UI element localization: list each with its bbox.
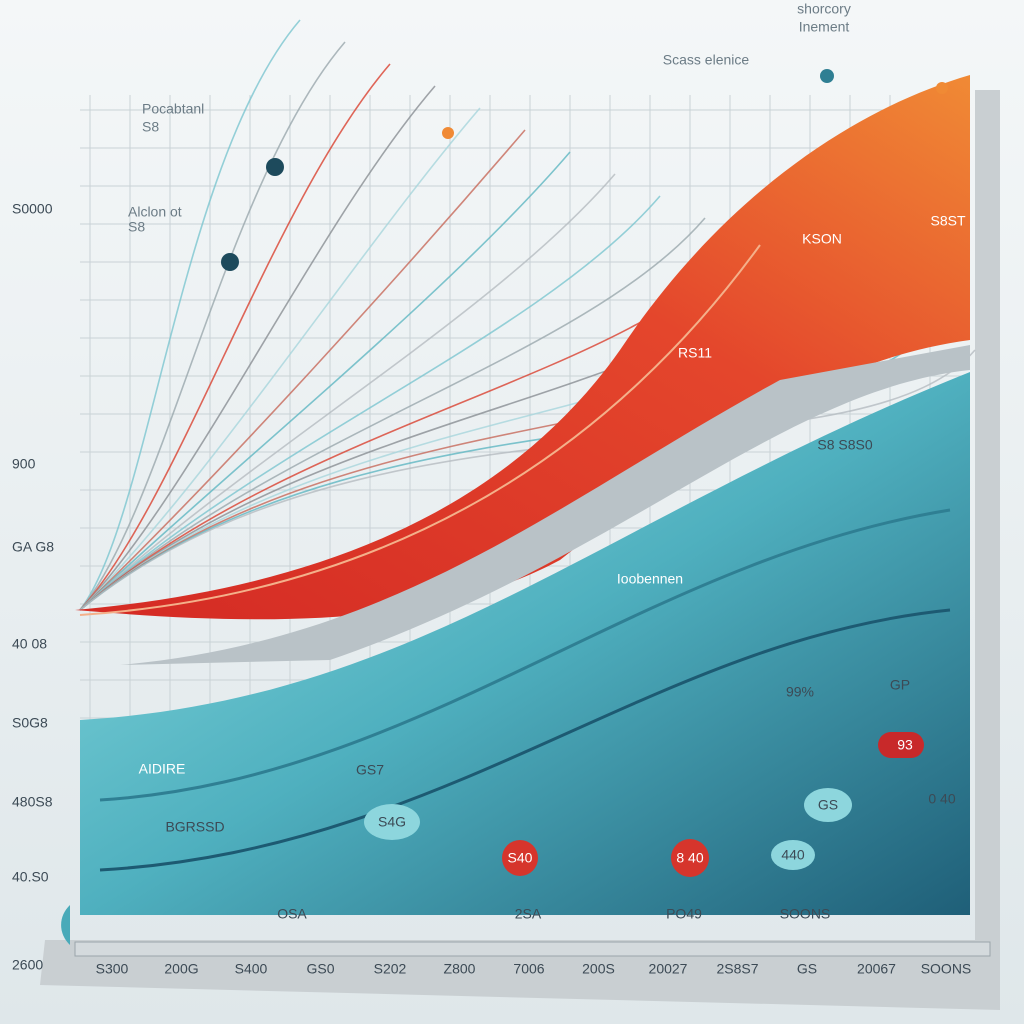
bottom-label: 200G <box>164 961 198 977</box>
band-label: KSON <box>802 231 842 247</box>
bottom-label: GS0 <box>306 961 334 977</box>
trend-curve <box>79 107 481 611</box>
axis-label: OSA <box>277 906 307 922</box>
teal-pill <box>804 788 852 822</box>
axis-label: SOONS <box>780 906 831 922</box>
band-label: S4G <box>378 814 406 830</box>
left-label: 900 <box>12 456 36 472</box>
axis-label: PO49 <box>666 906 702 922</box>
trend-curve <box>79 173 616 611</box>
trend-curve <box>79 217 706 611</box>
bottom-label: Z800 <box>444 961 476 977</box>
teal-pill <box>771 840 815 870</box>
bottom-label: 20027 <box>649 961 688 977</box>
caption: Scass elenice <box>663 52 750 68</box>
band-label: S40 <box>508 850 533 866</box>
trend-curve <box>79 19 301 611</box>
trend-curve <box>79 41 346 611</box>
band-label: 93 <box>897 737 913 753</box>
bottom-label: 200S <box>582 961 615 977</box>
side-note: S8 <box>128 219 145 235</box>
left-label: 480S8 <box>12 794 53 810</box>
dot <box>820 69 834 83</box>
left-label: S0G8 <box>12 715 48 731</box>
band-label: RS11 <box>678 345 712 361</box>
teal-line <box>99 608 951 872</box>
red-pill <box>671 839 709 877</box>
band-label: GS <box>818 797 838 813</box>
bottom-label: GS <box>797 961 817 977</box>
dot <box>221 253 239 271</box>
band-label: 8 40 <box>676 850 703 866</box>
bottom-labels: S300 200G S400 GS0 S202 Z800 7006 200S 20027 2S8S… <box>96 961 972 977</box>
bottom-label: 20067 <box>857 961 896 977</box>
red-pill <box>502 840 538 876</box>
bottom-label: 2S8S7 <box>716 961 758 977</box>
trend-curve <box>79 85 436 611</box>
band-label: S8 S8S0 <box>817 437 872 453</box>
dot <box>936 82 948 94</box>
subtitle: Inement <box>799 19 850 35</box>
trend-curve <box>79 151 571 611</box>
band-label: AIDIRE <box>139 761 186 777</box>
band-label: S8ST <box>930 213 965 229</box>
band-label: 99% <box>786 684 814 700</box>
band-label: 0 40 <box>928 791 955 807</box>
trend-curve <box>79 129 526 611</box>
trend-curve <box>79 63 391 611</box>
bottom-label: 7006 <box>513 961 544 977</box>
left-label: 40 08 <box>12 636 47 652</box>
dot <box>266 158 284 176</box>
x-ruler <box>74 941 991 957</box>
band-label: GP <box>890 677 910 693</box>
side-note: S8 <box>142 119 159 135</box>
left-label: S0000 <box>12 201 53 217</box>
band-label: GS7 <box>356 762 384 778</box>
tab <box>61 905 70 945</box>
bottom-label: SOONS <box>921 961 972 977</box>
left-label: 40.S0 <box>12 869 49 885</box>
side-note: Pocabtanl <box>142 101 204 117</box>
left-label: GA G8 <box>12 539 54 555</box>
trend-curve <box>79 195 661 611</box>
teal-pill <box>364 804 420 840</box>
bottom-label: S300 <box>96 961 129 977</box>
left-label: 2600 <box>12 957 43 973</box>
axis-label: 2SA <box>515 906 542 922</box>
teal-line <box>99 508 951 802</box>
teal-band <box>80 372 970 915</box>
side-note: Alclon ot <box>128 204 182 220</box>
red-band <box>75 75 970 620</box>
red-pill <box>878 732 924 758</box>
band-label: BGRSSD <box>165 819 224 835</box>
bottom-label: S202 <box>374 961 407 977</box>
left-labels: S0000 900 GA G8 40 08 S0G8 480S8 40.S0 2600 <box>12 201 54 973</box>
title: shorcory <box>797 1 851 17</box>
dot <box>442 127 454 139</box>
red-line <box>79 244 761 616</box>
band-label: Ioobennen <box>617 571 683 587</box>
bottom-label: S400 <box>235 961 268 977</box>
band-shadow <box>120 345 970 665</box>
band-label: 440 <box>781 847 805 863</box>
